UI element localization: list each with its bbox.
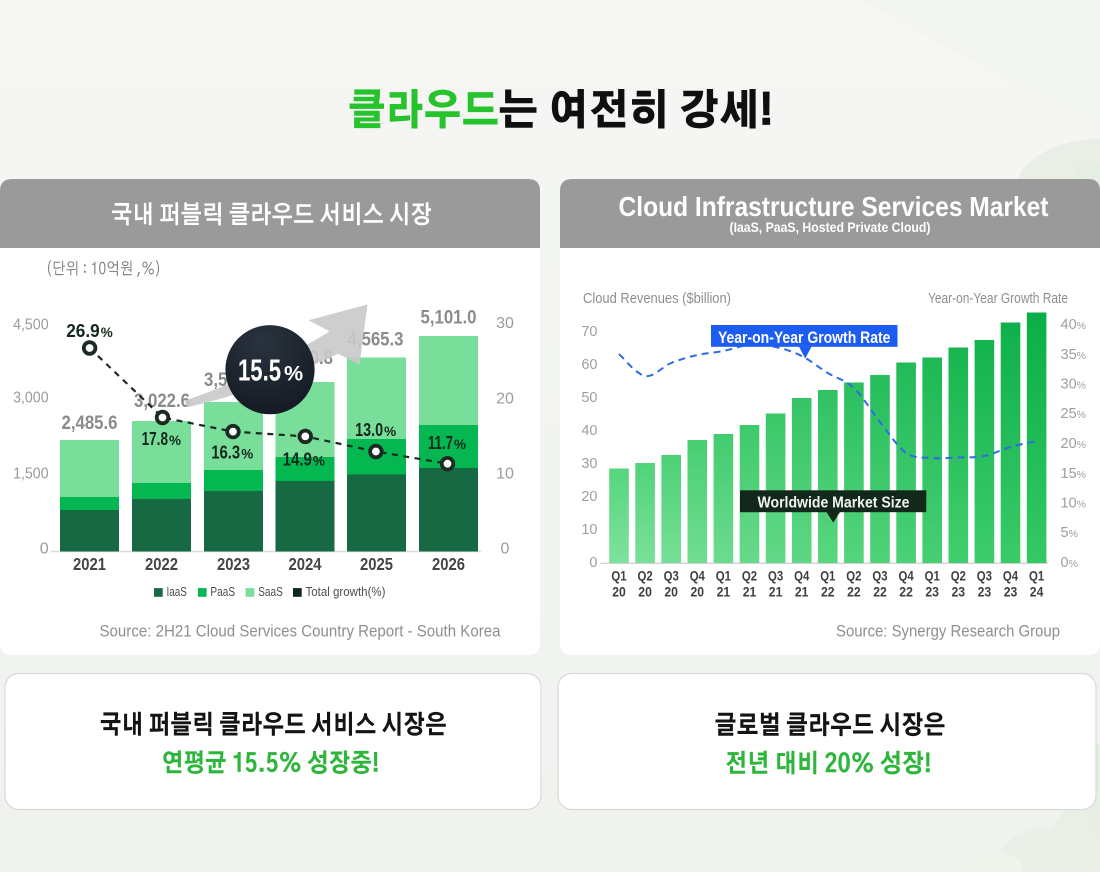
svg-text:20: 20 bbox=[581, 489, 597, 505]
svg-text:Q2: Q2 bbox=[638, 569, 653, 584]
svg-text:50: 50 bbox=[581, 390, 597, 406]
svg-text:PaaS: PaaS bbox=[210, 585, 235, 599]
svg-text:IaaS: IaaS bbox=[167, 585, 187, 599]
svg-text:Worldwide Market Size: Worldwide Market Size bbox=[758, 494, 910, 511]
svg-text:0%: 0% bbox=[1061, 555, 1078, 571]
svg-text:(IaaS, PaaS, Hosted Private Cl: (IaaS, PaaS, Hosted Private Cloud) bbox=[730, 219, 931, 235]
svg-text:Year-on-Year Growth Rate: Year-on-Year Growth Rate bbox=[928, 291, 1068, 307]
svg-text:2021: 2021 bbox=[73, 554, 106, 574]
svg-text:0: 0 bbox=[40, 541, 49, 558]
svg-text:21: 21 bbox=[795, 585, 809, 600]
svg-text:%: % bbox=[169, 433, 181, 448]
svg-text:20: 20 bbox=[691, 585, 705, 600]
svg-text:21: 21 bbox=[769, 585, 783, 600]
svg-text:Q1: Q1 bbox=[716, 569, 732, 584]
svg-text:Source: Synergy Research Group: Source: Synergy Research Group bbox=[836, 623, 1060, 641]
svg-text:30: 30 bbox=[581, 456, 597, 472]
svg-text:Q4: Q4 bbox=[1003, 569, 1019, 584]
svg-text:2024: 2024 bbox=[289, 554, 322, 574]
svg-text:23: 23 bbox=[952, 585, 966, 600]
svg-text:Q1: Q1 bbox=[1029, 569, 1045, 584]
svg-text:21: 21 bbox=[743, 585, 757, 600]
svg-text:Q2: Q2 bbox=[742, 569, 757, 584]
svg-text:%: % bbox=[284, 362, 303, 386]
svg-text:Cloud Infrastructure Services: Cloud Infrastructure Services Market bbox=[619, 191, 1049, 222]
svg-text:Q2: Q2 bbox=[846, 569, 861, 584]
svg-text:14.9: 14.9 bbox=[283, 449, 312, 470]
svg-text:13.0: 13.0 bbox=[355, 419, 383, 440]
svg-text:Total growth(%): Total growth(%) bbox=[306, 585, 386, 599]
svg-text:5%: 5% bbox=[1061, 525, 1078, 541]
svg-text:23: 23 bbox=[1004, 585, 1018, 600]
svg-text:Q1: Q1 bbox=[925, 569, 941, 584]
svg-text:Q3: Q3 bbox=[664, 569, 680, 584]
svg-text:22: 22 bbox=[821, 585, 835, 600]
svg-text:20: 20 bbox=[638, 585, 652, 600]
svg-text:11.7: 11.7 bbox=[428, 432, 453, 453]
svg-text:0: 0 bbox=[501, 541, 510, 558]
svg-text:Q3: Q3 bbox=[768, 569, 784, 584]
svg-text:70: 70 bbox=[581, 324, 597, 340]
svg-text:17.8: 17.8 bbox=[142, 428, 168, 449]
svg-text:23: 23 bbox=[978, 585, 992, 600]
svg-text:22: 22 bbox=[899, 585, 913, 600]
svg-text:22: 22 bbox=[873, 585, 887, 600]
svg-text:%: % bbox=[241, 446, 253, 461]
svg-text:%: % bbox=[313, 454, 325, 469]
svg-text:Q1: Q1 bbox=[820, 569, 836, 584]
svg-text:Q2: Q2 bbox=[951, 569, 966, 584]
svg-text:20: 20 bbox=[664, 585, 678, 600]
svg-text:2,485.6: 2,485.6 bbox=[62, 412, 118, 434]
svg-text:Q4: Q4 bbox=[690, 569, 706, 584]
svg-text:3,022.6: 3,022.6 bbox=[134, 390, 190, 412]
svg-text:Q1: Q1 bbox=[611, 569, 627, 584]
svg-text:2026: 2026 bbox=[432, 554, 465, 574]
svg-text:4,500: 4,500 bbox=[13, 316, 49, 333]
svg-text:22: 22 bbox=[847, 585, 861, 600]
svg-text:30%: 30% bbox=[1061, 377, 1086, 393]
svg-text:35%: 35% bbox=[1061, 347, 1086, 363]
svg-text:24: 24 bbox=[1030, 585, 1044, 600]
svg-text:20: 20 bbox=[612, 585, 626, 600]
svg-text:2025: 2025 bbox=[360, 554, 393, 574]
svg-text:10%: 10% bbox=[1061, 496, 1086, 512]
svg-text:Q4: Q4 bbox=[899, 569, 915, 584]
svg-text:Year-on-Year Growth Rate: Year-on-Year Growth Rate bbox=[718, 329, 891, 347]
svg-text:16.3: 16.3 bbox=[211, 441, 240, 462]
svg-text:10: 10 bbox=[496, 466, 514, 483]
svg-text:%: % bbox=[384, 424, 396, 439]
svg-text:40: 40 bbox=[581, 423, 597, 439]
svg-text:15.5: 15.5 bbox=[238, 354, 281, 388]
svg-text:10: 10 bbox=[581, 522, 597, 538]
svg-text:0: 0 bbox=[589, 555, 597, 571]
svg-text:%: % bbox=[101, 325, 113, 340]
svg-text:3,000: 3,000 bbox=[13, 389, 49, 406]
svg-text:23: 23 bbox=[925, 585, 939, 600]
svg-text:2023: 2023 bbox=[217, 554, 250, 574]
svg-text:2022: 2022 bbox=[145, 554, 178, 574]
svg-text:40%: 40% bbox=[1061, 317, 1086, 333]
svg-text:30: 30 bbox=[496, 315, 514, 332]
svg-text:60: 60 bbox=[581, 357, 597, 373]
svg-text:1,500: 1,500 bbox=[13, 465, 49, 482]
svg-text:21: 21 bbox=[717, 585, 731, 600]
svg-text:Q4: Q4 bbox=[794, 569, 810, 584]
svg-text:26.9: 26.9 bbox=[66, 320, 100, 341]
svg-text:%: % bbox=[454, 437, 466, 452]
svg-text:5,101.0: 5,101.0 bbox=[421, 307, 477, 329]
svg-text:20: 20 bbox=[496, 391, 514, 408]
svg-text:20%: 20% bbox=[1061, 436, 1086, 452]
svg-text:25%: 25% bbox=[1061, 406, 1086, 422]
svg-text:15%: 15% bbox=[1061, 466, 1086, 482]
svg-text:Cloud Revenues ($billion): Cloud Revenues ($billion) bbox=[583, 291, 731, 307]
svg-text:Q3: Q3 bbox=[872, 569, 888, 584]
svg-text:Source: 2H21 Cloud Services Co: Source: 2H21 Cloud Services Country Repo… bbox=[100, 622, 501, 641]
svg-text:SaaS: SaaS bbox=[258, 585, 283, 599]
svg-text:Q3: Q3 bbox=[977, 569, 993, 584]
